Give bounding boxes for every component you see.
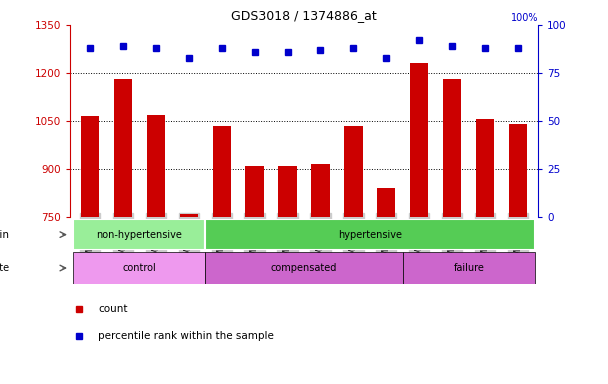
Text: hypertensive: hypertensive xyxy=(338,230,402,240)
Text: control: control xyxy=(122,263,156,273)
Text: disease state: disease state xyxy=(0,263,9,273)
Bar xyxy=(311,164,330,217)
Bar xyxy=(213,126,230,217)
Bar xyxy=(73,252,205,284)
Bar xyxy=(246,166,264,217)
Text: percentile rank within the sample: percentile rank within the sample xyxy=(98,331,274,341)
Bar xyxy=(403,252,535,284)
Text: non-hypertensive: non-hypertensive xyxy=(96,230,182,240)
Bar xyxy=(278,166,297,217)
Text: compensated: compensated xyxy=(271,263,337,273)
Bar xyxy=(179,214,198,217)
Bar xyxy=(378,188,395,217)
Bar xyxy=(344,126,362,217)
Bar xyxy=(114,79,132,217)
Bar xyxy=(410,63,429,217)
Text: failure: failure xyxy=(454,263,485,273)
Title: GDS3018 / 1374886_at: GDS3018 / 1374886_at xyxy=(231,9,377,22)
Text: 100%: 100% xyxy=(511,13,538,23)
Bar xyxy=(476,119,494,217)
Text: strain: strain xyxy=(0,230,9,240)
Bar xyxy=(205,219,535,250)
Bar xyxy=(147,114,165,217)
Bar xyxy=(73,219,205,250)
Bar xyxy=(205,252,403,284)
Bar xyxy=(510,124,527,217)
Text: count: count xyxy=(98,304,128,314)
Bar xyxy=(81,116,98,217)
Bar xyxy=(443,79,461,217)
